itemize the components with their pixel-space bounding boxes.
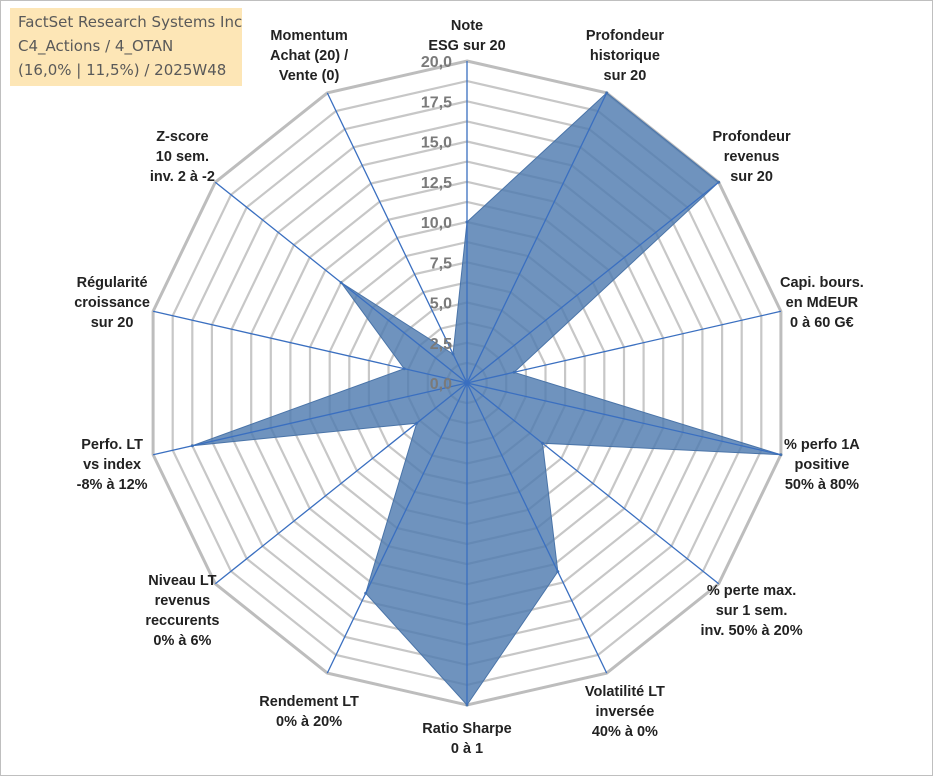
axis-label: Profondeur historique sur 20 xyxy=(586,28,664,84)
tick-label: 17,5 xyxy=(421,94,452,111)
title-line-3: (16,0% | 11,5%) / 2025W48 xyxy=(18,61,227,79)
title-line-2: C4_Actions / 4_OTAN xyxy=(18,37,174,55)
title-line-1: FactSet Research Systems Inc xyxy=(18,13,243,31)
axis-label: % perte max. sur 1 sem. inv. 50% à 20% xyxy=(701,583,803,639)
radar-spoke xyxy=(466,181,720,384)
radar-spoke xyxy=(466,92,608,384)
axis-label: Z-score 10 sem. inv. 2 à -2 xyxy=(150,129,215,185)
axis-label: Momentum Achat (20) / Vente (0) xyxy=(270,28,348,84)
axis-label: Profondeur revenus sur 20 xyxy=(713,129,791,185)
tick-label: 5,0 xyxy=(430,296,452,313)
axis-label: Ratio Sharpe 0 à 1 xyxy=(422,721,511,757)
radar-spoke xyxy=(214,181,468,384)
radar-spoke xyxy=(152,310,468,384)
tick-label: 0,0 xyxy=(430,376,452,393)
tick-label: 7,5 xyxy=(430,255,452,272)
radar-spokes xyxy=(152,61,782,705)
axis-label: Volatilité LT inversée 40% à 0% xyxy=(585,684,665,740)
radar-spoke xyxy=(326,92,468,384)
tick-label: 2,5 xyxy=(430,336,452,353)
axis-label: Capi. bours. en MdEUR 0 à 60 G€ xyxy=(780,275,864,331)
tick-label: 12,5 xyxy=(421,175,452,192)
radar-spoke xyxy=(326,382,468,674)
axis-label: % perfo 1A positive 50% à 80% xyxy=(784,437,860,493)
tick-label: 20,0 xyxy=(421,54,452,71)
axis-label: Note ESG sur 20 xyxy=(428,18,505,54)
axis-label: Perfo. LT vs index -8% à 12% xyxy=(77,437,148,493)
radar-spoke xyxy=(152,382,468,456)
radar-spoke xyxy=(466,382,608,674)
radar-axis-labels: Note ESG sur 20 Profondeur historique sur 20… xyxy=(74,18,864,757)
radar-spoke xyxy=(466,382,782,456)
radar-spoke xyxy=(466,382,720,585)
axis-label: Rendement LT 0% à 20% xyxy=(259,694,359,730)
chart-title-box: FactSet Research Systems Inc C4_Actions … xyxy=(10,8,242,86)
tick-label: 10,0 xyxy=(421,215,452,232)
radar-spoke xyxy=(214,382,468,585)
axis-label: Régularité croissance sur 20 xyxy=(74,275,150,331)
radar-tick-labels: 0,0 2,5 5,0 7,5 10,0 12,5 15,0 17,5 20,0 xyxy=(421,54,452,393)
radar-spoke xyxy=(466,310,782,384)
axis-label: Niveau LT revenus reccurents 0% à 6% xyxy=(145,573,219,649)
tick-label: 15,0 xyxy=(421,135,452,152)
